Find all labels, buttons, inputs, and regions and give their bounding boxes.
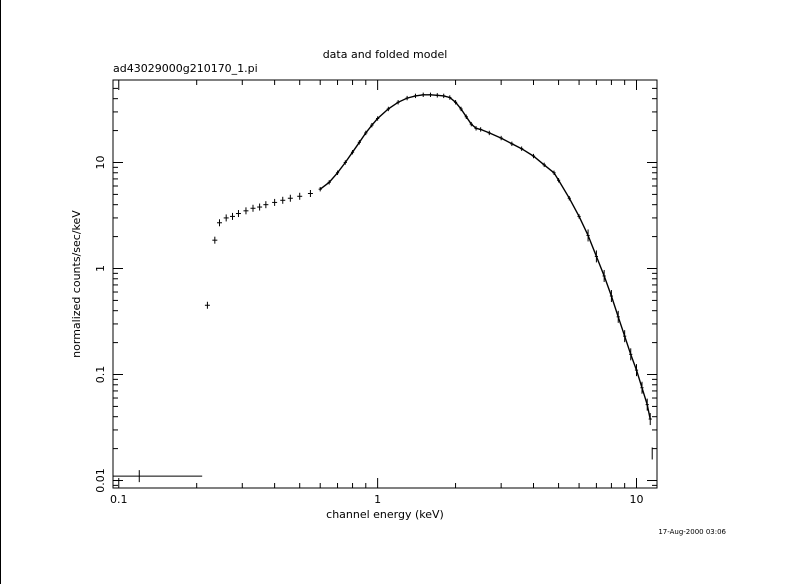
data-point: [297, 192, 303, 200]
data-point: [464, 114, 468, 119]
timestamp: 17-Aug-2000 03:06: [658, 528, 726, 536]
y-tick-label: 1: [94, 265, 107, 272]
x-tick-label: 0.1: [110, 493, 128, 506]
data-point: [531, 153, 536, 159]
data-point: [474, 126, 478, 131]
data-point: [257, 203, 263, 211]
data-point: [634, 364, 639, 377]
data-point: [327, 180, 331, 185]
data-point: [542, 162, 546, 168]
y-tick-label: 0.1: [94, 366, 107, 384]
data-point: [577, 214, 581, 219]
data-point: [487, 130, 491, 136]
data-point: [217, 219, 223, 227]
data-point: [594, 250, 599, 263]
data-point: [567, 196, 571, 201]
data-point: [212, 236, 218, 244]
data-point: [272, 198, 278, 206]
data-point: [243, 207, 249, 215]
chart-subtitle: ad43029000g210170_1.pi: [113, 62, 258, 75]
data-point: [405, 95, 409, 101]
data-point: [428, 92, 433, 98]
data-point: [469, 121, 473, 127]
data-point: [552, 170, 556, 175]
data-point: [645, 398, 649, 411]
model-curve: [319, 94, 651, 420]
x-tick-label: 1: [374, 493, 381, 506]
data-point: [629, 348, 633, 361]
x-axis-label: channel energy (keV): [326, 508, 444, 521]
data-point: [556, 178, 561, 183]
data-point: [250, 204, 256, 212]
plot-frame: [112, 79, 658, 489]
data-point: [609, 290, 614, 303]
data-point: [370, 122, 374, 128]
data-point: [335, 170, 340, 175]
data-point: [357, 140, 361, 145]
data-point: [442, 93, 446, 99]
data-point: [396, 100, 400, 105]
data-point: [602, 269, 606, 282]
data-point: [263, 201, 269, 209]
data-point: [229, 212, 235, 220]
data-point: [448, 95, 452, 100]
data-point: [364, 130, 368, 136]
data-point: [453, 100, 458, 105]
data-point: [520, 146, 524, 151]
data-point: [307, 189, 313, 197]
data-point: [287, 194, 293, 202]
data-point: [479, 127, 483, 132]
x-axis: 0.1 1 10: [110, 80, 644, 506]
y-axis: 0.01 0.1 1 10: [94, 79, 657, 493]
y-tick-label: 0.01: [94, 468, 107, 493]
data-point: [623, 330, 627, 343]
y-axis-label: normalized counts/sec/keV: [70, 210, 83, 358]
data-point: [204, 301, 210, 309]
data-point: [421, 92, 425, 98]
data-point: [499, 135, 503, 141]
data-point: [350, 150, 355, 155]
data-point: [435, 93, 439, 98]
data-point: [235, 210, 241, 218]
data-point: [343, 160, 347, 165]
plot-area: [113, 92, 653, 483]
data-point: [223, 214, 229, 222]
data-point: [510, 141, 514, 147]
data-point: [459, 106, 463, 112]
data-point: [376, 116, 380, 121]
data-point: [648, 413, 652, 426]
window-left-edge: [0, 0, 1, 584]
data-point: [280, 196, 286, 204]
x-tick-label: 10: [630, 493, 644, 506]
data-point: [386, 106, 390, 112]
data-point: [318, 186, 322, 192]
data-point: [586, 229, 590, 242]
data-point: [640, 381, 644, 394]
y-tick-label: 10: [94, 155, 107, 169]
data-point: [413, 93, 418, 99]
chart-title: data and folded model: [323, 48, 448, 61]
data-point: [616, 310, 620, 323]
